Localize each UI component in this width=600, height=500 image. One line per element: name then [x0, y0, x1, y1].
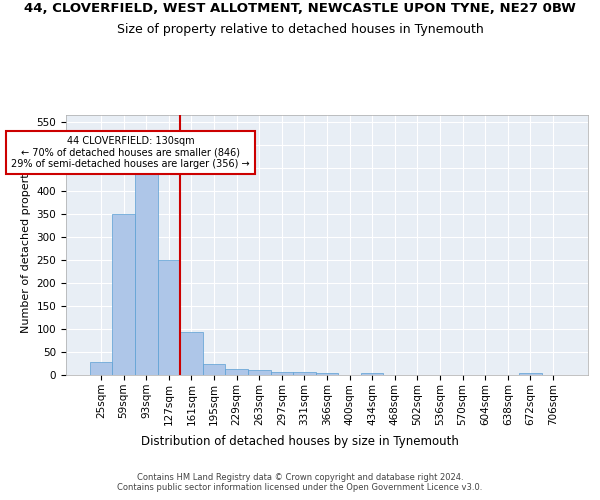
- Bar: [361, 372, 383, 375]
- Text: Contains HM Land Registry data © Crown copyright and database right 2024.: Contains HM Land Registry data © Crown c…: [137, 472, 463, 482]
- Text: Contains public sector information licensed under the Open Government Licence v3: Contains public sector information licen…: [118, 484, 482, 492]
- Bar: [203, 364, 226, 375]
- Text: 44 CLOVERFIELD: 130sqm
← 70% of detached houses are smaller (846)
29% of semi-de: 44 CLOVERFIELD: 130sqm ← 70% of detached…: [11, 136, 250, 169]
- Bar: [316, 372, 338, 375]
- Text: 44, CLOVERFIELD, WEST ALLOTMENT, NEWCASTLE UPON TYNE, NE27 0BW: 44, CLOVERFIELD, WEST ALLOTMENT, NEWCAST…: [24, 2, 576, 16]
- Bar: [271, 372, 293, 375]
- Text: Distribution of detached houses by size in Tynemouth: Distribution of detached houses by size …: [141, 435, 459, 448]
- Bar: [112, 214, 135, 375]
- Bar: [158, 260, 180, 375]
- Bar: [519, 372, 542, 375]
- Text: Size of property relative to detached houses in Tynemouth: Size of property relative to detached ho…: [116, 22, 484, 36]
- Bar: [226, 369, 248, 375]
- Bar: [90, 362, 112, 375]
- Bar: [248, 370, 271, 375]
- Bar: [180, 332, 203, 375]
- Bar: [293, 372, 316, 375]
- Y-axis label: Number of detached properties: Number of detached properties: [21, 158, 31, 332]
- Bar: [135, 170, 158, 375]
